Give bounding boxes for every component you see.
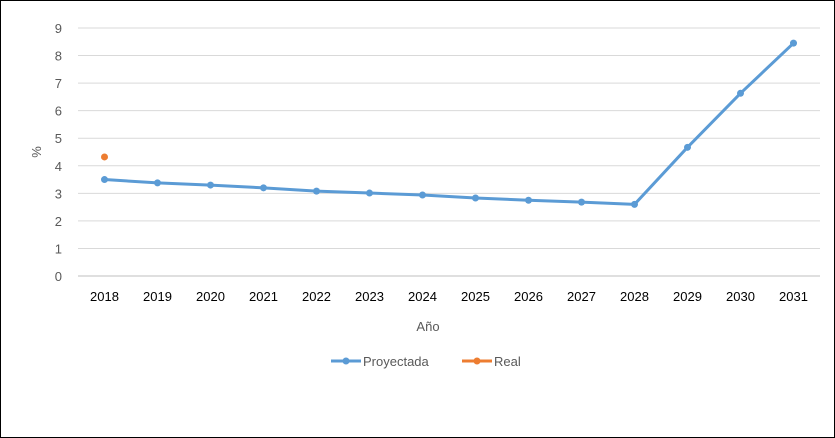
- x-tick-label: 2031: [779, 289, 808, 304]
- y-tick-label: 6: [55, 104, 62, 119]
- data-point-proyectada: [260, 184, 267, 192]
- data-point-proyectada: [631, 200, 638, 208]
- legend-marker-proyectada: [342, 357, 350, 365]
- x-tick-label: 2020: [196, 289, 225, 304]
- data-point-proyectada: [154, 179, 161, 187]
- y-tick-label: 4: [55, 159, 62, 174]
- x-tick-label: 2028: [620, 289, 649, 304]
- legend-marker-real: [473, 357, 481, 365]
- data-point-proyectada: [737, 89, 744, 97]
- legend-label-proyectada: Proyectada: [363, 354, 430, 369]
- data-point-proyectada: [790, 39, 797, 47]
- y-axis-label: %: [29, 146, 44, 158]
- y-tick-label: 8: [55, 49, 62, 64]
- y-tick-label: 1: [55, 241, 62, 256]
- x-tick-label: 2029: [673, 289, 702, 304]
- data-point-proyectada: [101, 176, 108, 184]
- data-point-proyectada: [578, 198, 585, 206]
- data-point-proyectada: [419, 191, 426, 199]
- data-point-real: [101, 153, 108, 161]
- data-point-proyectada: [472, 194, 479, 202]
- data-point-proyectada: [525, 196, 532, 204]
- x-tick-label: 2030: [726, 289, 755, 304]
- y-tick-labels: 0 1 2 3 4 5 6 7 8 9: [55, 21, 62, 284]
- legend-item-proyectada: Proyectada: [331, 354, 430, 369]
- x-tick-label: 2022: [302, 289, 331, 304]
- data-point-proyectada: [684, 143, 691, 151]
- series-line-proyectada: [103, 41, 795, 206]
- x-tick-labels: 2018 2019 2020 2021 2022 2023 2024 2025 2026 2027…: [90, 289, 808, 304]
- x-tick-label: 2019: [143, 289, 172, 304]
- y-tick-label: 2: [55, 214, 62, 229]
- y-tick-label: 0: [55, 269, 62, 284]
- data-point-proyectada: [207, 181, 214, 189]
- y-tick-label: 5: [55, 131, 62, 146]
- x-tick-label: 2024: [408, 289, 437, 304]
- x-tick-label: 2018: [90, 289, 119, 304]
- y-tick-label: 9: [55, 21, 62, 36]
- x-tick-label: 2021: [249, 289, 278, 304]
- x-tick-label: 2025: [461, 289, 490, 304]
- legend-label-real: Real: [494, 354, 521, 369]
- data-point-proyectada: [366, 189, 373, 197]
- data-point-proyectada: [313, 187, 320, 195]
- gridlines: [78, 27, 820, 277]
- x-axis-label: Año: [416, 319, 439, 334]
- legend-item-real: Real: [462, 354, 521, 369]
- x-tick-label: 2027: [567, 289, 596, 304]
- x-tick-label: 2023: [355, 289, 384, 304]
- series-layer: [101, 39, 797, 208]
- x-tick-label: 2026: [514, 289, 543, 304]
- legend: Proyectada Real: [331, 354, 521, 369]
- y-tick-label: 7: [55, 76, 62, 91]
- y-tick-label: 3: [55, 186, 62, 201]
